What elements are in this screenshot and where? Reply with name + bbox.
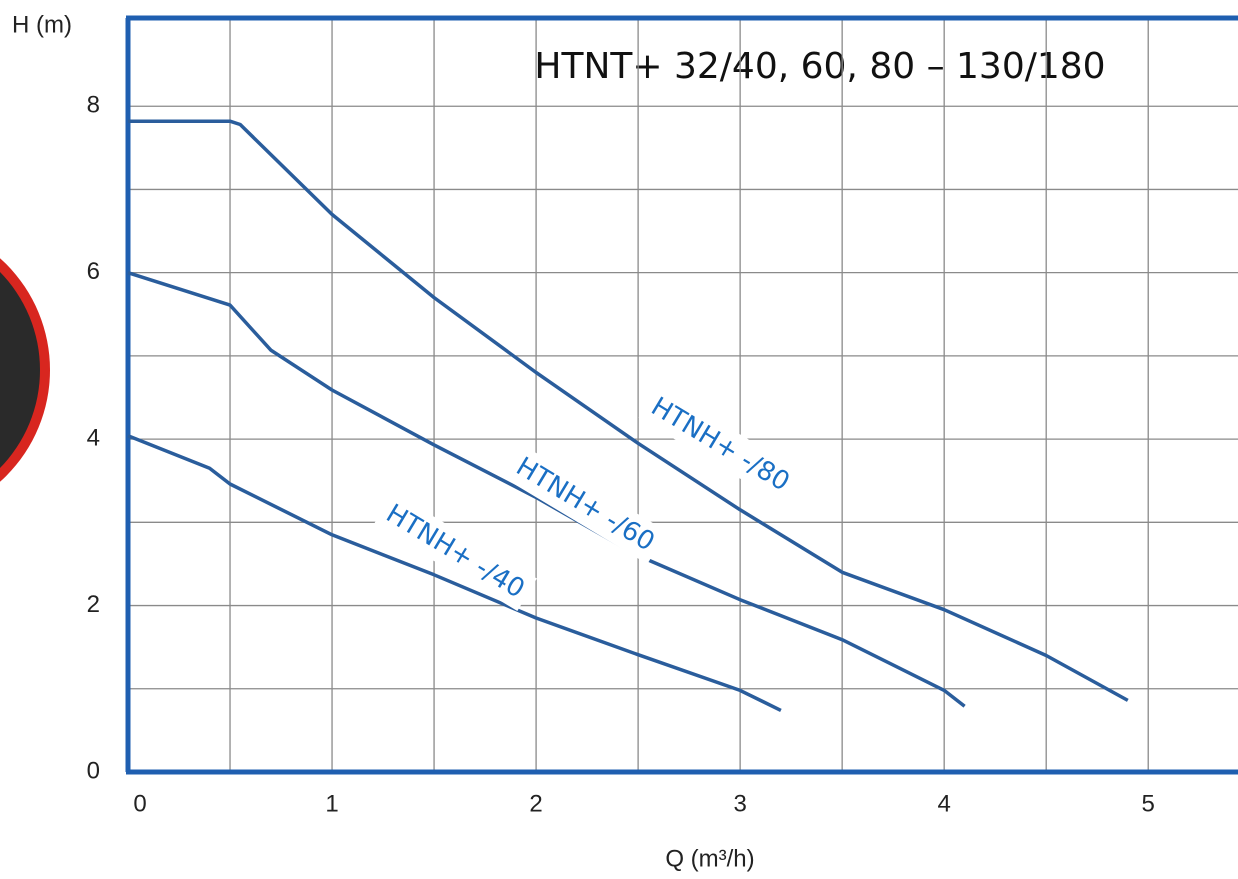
y-axis-label: H (m): [12, 11, 72, 38]
label-background: [638, 385, 802, 505]
x-tick-label: 5: [1142, 790, 1155, 817]
x-tick-label: 0: [133, 790, 146, 817]
label-background: [373, 492, 537, 612]
curve: [127, 434, 782, 712]
series-label-text: HTNH+ -/40: [381, 499, 530, 605]
series-label: HTNH+ -/60: [503, 445, 667, 565]
series-label-text: HTNH+ -/60: [511, 452, 660, 558]
series-label: HTNH+ -/80: [638, 385, 802, 505]
series-label: HTNH+ -/40: [373, 492, 537, 612]
pump-face: [0, 272, 40, 468]
y-tick-label: 0: [87, 757, 100, 784]
curve: [127, 271, 966, 708]
curve: [128, 119, 1129, 702]
x-tick-label: 4: [937, 790, 950, 817]
y-tick-label: 8: [87, 92, 100, 119]
x-tick-label: 1: [325, 790, 338, 817]
chart-title: HTNT+ 32/40, 60, 80 – 130/180: [534, 46, 1105, 87]
y-tick-label: 4: [87, 424, 100, 451]
label-background: [503, 445, 667, 565]
x-tick-label: 2: [529, 790, 542, 817]
y-tick-label: 2: [87, 591, 100, 618]
x-tick-label: 3: [733, 790, 746, 817]
series-label-text: HTNH+ -/80: [646, 392, 795, 498]
pump-photo: [0, 258, 50, 482]
y-tick-label: 6: [87, 258, 100, 285]
x-axis-label: Q (m³/h): [665, 845, 754, 872]
